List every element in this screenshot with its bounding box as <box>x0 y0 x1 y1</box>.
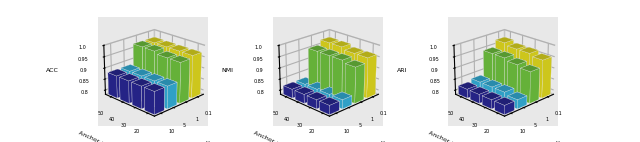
Y-axis label: Anchor number: Anchor number <box>77 130 124 142</box>
Y-axis label: Anchor number: Anchor number <box>428 130 474 142</box>
X-axis label: γ: γ <box>206 140 210 142</box>
X-axis label: γ: γ <box>381 140 385 142</box>
X-axis label: γ: γ <box>556 140 560 142</box>
Y-axis label: Anchor number: Anchor number <box>253 130 300 142</box>
